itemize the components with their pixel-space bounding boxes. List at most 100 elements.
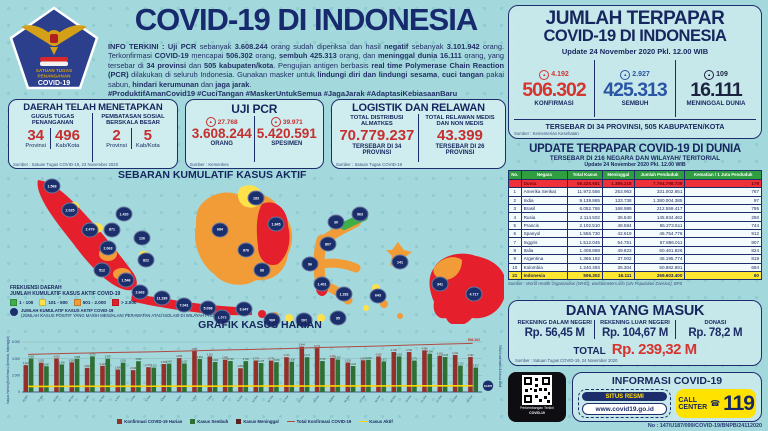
svg-text:64.878: 64.878	[484, 384, 492, 388]
call-center-group: CALL CENTER ☎ 119	[676, 389, 756, 418]
svg-text:4.792: 4.792	[406, 349, 413, 352]
legend-title-2: JUMLAH KUMULATIF KASUS AKTIF COVID-19	[10, 290, 121, 297]
pcr-spesimen-col: ▲ 39.971 5.420.591 SPESIMEN	[253, 116, 319, 162]
chart-legend: Konfirmasi COVID-19 Harian Kasus Sembuh Ka…	[40, 419, 470, 424]
svg-text:506.302: 506.302	[468, 338, 480, 342]
svg-text:3.716: 3.716	[319, 358, 326, 361]
logo-line3: COVID-19	[38, 80, 70, 87]
svg-text:22 Nov: 22 Nov	[435, 394, 443, 404]
svg-text:3.306: 3.306	[59, 361, 66, 364]
province-badge: 1.568	[43, 178, 61, 194]
svg-text:4.173: 4.173	[283, 354, 290, 357]
svg-text:3.696: 3.696	[135, 358, 142, 361]
svg-text:4 Nov: 4 Nov	[160, 394, 168, 402]
dana-column: DONASI Rp. 78,2 M	[674, 320, 755, 340]
svg-text:3.868: 3.868	[365, 357, 372, 360]
world-update-line: Update 24 November 2020 Pkl. 12.00 WIB	[584, 162, 686, 168]
svg-text:4.265: 4.265	[375, 353, 382, 356]
call-number: 119	[723, 391, 755, 415]
svg-text:4.594: 4.594	[427, 351, 434, 354]
dana-total-value: Rp. 239,32 M	[611, 341, 697, 359]
stat-boxes-row: DAERAH TELAH MENETAPKAN GUGUS TUGAS PENA…	[8, 99, 506, 169]
psbb-label: PEMBATASAN SOSIAL BERSKALA BESAR	[101, 114, 165, 127]
province-badge: 2.479	[81, 222, 99, 238]
situs-resmi-group: SITUS RESMI www.covid19.go.id	[578, 389, 672, 418]
province-badge: 2.663	[131, 284, 149, 300]
province-badge: 96	[301, 256, 319, 272]
svg-text:3 Nov: 3 Nov	[144, 394, 152, 402]
province-badge: 871	[103, 222, 121, 238]
dana-columns: REKENING DALAM NEGERI Rp. 56,45 M REKENING…	[515, 320, 755, 340]
informasi-title: INFORMASI COVID-19	[611, 375, 723, 387]
svg-text:3.985: 3.985	[74, 356, 81, 359]
legend-chips: 1 - 100 101 - 500 501 - 2.000 > 2.000	[10, 299, 250, 306]
svg-text:4.029: 4.029	[53, 355, 60, 358]
province-badge: 1.401	[313, 276, 331, 292]
svg-text:3.120: 3.120	[350, 363, 357, 366]
svg-text:11 Nov: 11 Nov	[266, 394, 274, 403]
table-row: 6 Spanyol 1.556.730 42.619 46.754.778 912	[508, 229, 762, 239]
uji-pcr-title: UJI PCR	[231, 102, 278, 116]
arrow-up-icon: ▲	[539, 69, 550, 80]
svg-text:13 Nov: 13 Nov	[297, 394, 305, 404]
svg-text:3.087: 3.087	[43, 363, 50, 366]
province-badge: 4.717	[465, 286, 483, 302]
svg-text:20 Nov: 20 Nov	[404, 394, 412, 404]
svg-text:3.719: 3.719	[227, 358, 234, 361]
svg-text:21 Nov: 21 Nov	[419, 394, 427, 404]
svg-text:12 Nov: 12 Nov	[281, 394, 289, 404]
table-row: 3 Brasil 6.052.786 168.989 212.559.417 795	[508, 203, 762, 214]
table-row: Dunia 58.425.681 1.385.218 7.794.798.739 178	[508, 178, 762, 189]
svg-text:3.565: 3.565	[69, 359, 76, 362]
table-row: 10 Kolombia 1.240.493 35.304 50.882.891 694	[508, 262, 762, 272]
svg-text:3.880: 3.880	[222, 357, 229, 360]
daerah-source: Sumber : Satuan Tugas COVID-19, 23 Novem…	[13, 162, 119, 167]
svg-text:3.356: 3.356	[161, 361, 168, 364]
svg-text:4.192: 4.192	[467, 354, 474, 357]
province-badge: 3.647	[235, 301, 253, 317]
svg-text:4.172: 4.172	[304, 354, 311, 357]
svg-text:4.265: 4.265	[396, 353, 403, 356]
svg-text:4.798: 4.798	[391, 349, 398, 352]
svg-text:3.475: 3.475	[258, 360, 265, 363]
svg-text:3.807: 3.807	[360, 357, 367, 360]
gugus-tugas-col: GUGUS TUGAS PENANGANAN 34 Provinsi 496 Kab…	[13, 113, 92, 162]
qr-caption-1: Perkembangan Terkini	[520, 406, 554, 410]
svg-text:19 Nov: 19 Nov	[389, 394, 397, 404]
svg-text:6.000: 6.000	[12, 340, 20, 344]
svg-text:4.106: 4.106	[329, 355, 336, 358]
province-badge: 1.573	[213, 309, 231, 325]
satgas-logo: SATUAN TUGAS PENANGANAN COVID-19	[9, 6, 99, 90]
table-row: 21 Indonesia 506.302 16.111 269.603.400 60	[508, 270, 762, 281]
jumlah-footer: TERSEBAR DI 34 PROVINSI, 505 KABUPATEN/K…	[514, 119, 756, 131]
world-subtitle: TERSEBAR DI 216 NEGARA DAN WILAYAH/ TERI…	[549, 155, 721, 162]
svg-text:28 Okt: 28 Okt	[52, 394, 60, 403]
chart-title: GRAFIK KASUS HARIAN	[198, 319, 322, 331]
svg-text:29 Okt: 29 Okt	[67, 394, 75, 403]
map-title: SEBARAN KUMULATIF KASUS AKTIF	[118, 169, 307, 181]
call-word-2: CENTER	[678, 403, 708, 411]
svg-text:3.606: 3.606	[212, 359, 219, 362]
dana-column: REKENING DALAM NEGERI Rp. 56,45 M	[517, 320, 592, 340]
svg-text:2.696: 2.696	[115, 367, 122, 370]
flag-red	[40, 57, 68, 62]
svg-text:3.954: 3.954	[197, 356, 204, 359]
arrow-up-icon: ▲	[704, 69, 715, 80]
document-number: No : 147/U187/099/COVID-19/BNPB/24112020	[647, 423, 762, 429]
gugus-provinsi: 34 Provinsi	[25, 126, 46, 149]
logistik-source: Sumber : Satuan Tugas COVID-19	[335, 162, 402, 167]
province-badge: 876	[237, 242, 255, 258]
province-badge: 684	[211, 222, 229, 238]
svg-text:5.272: 5.272	[314, 345, 321, 348]
svg-text:30 Okt: 30 Okt	[82, 394, 90, 403]
svg-text:23 Nov: 23 Nov	[450, 394, 458, 404]
province-badge: 126	[133, 230, 151, 246]
svg-text:3.172: 3.172	[457, 363, 464, 366]
province-badge: 822	[137, 252, 155, 268]
province-badge: 341	[431, 276, 449, 292]
page-title: COVID-19 DI INDONESIA	[134, 2, 478, 37]
legend-chip: 501 - 2.000	[73, 299, 106, 306]
chart-legend-item: Kasus Sembuh	[190, 419, 228, 424]
